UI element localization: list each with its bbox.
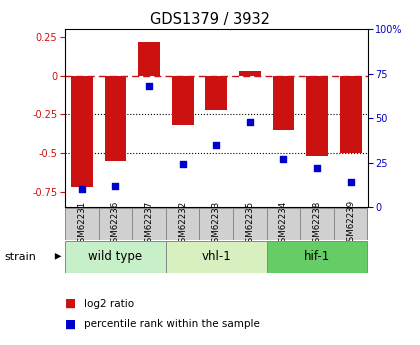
Bar (65, 208, 99, 240)
Bar (166, 208, 200, 240)
Bar (132, 208, 166, 240)
Bar (340, 76, 362, 153)
Text: GSM62235: GSM62235 (245, 200, 255, 247)
Text: wild type: wild type (89, 250, 142, 263)
Bar (300, 208, 334, 240)
Bar (105, 76, 126, 161)
Text: GSM62234: GSM62234 (279, 200, 288, 247)
Text: hif-1: hif-1 (304, 250, 330, 263)
Text: ■: ■ (65, 318, 76, 331)
Text: percentile rank within the sample: percentile rank within the sample (84, 319, 260, 329)
Bar (334, 208, 368, 240)
Point (146, 83, 152, 89)
Point (314, 165, 320, 171)
Point (280, 156, 287, 162)
Text: log2 ratio: log2 ratio (84, 299, 134, 308)
Text: GDS1379 / 3932: GDS1379 / 3932 (150, 12, 270, 27)
Bar (306, 76, 328, 156)
Bar (166, 241, 267, 273)
Point (347, 179, 354, 185)
Point (213, 142, 220, 148)
Bar (239, 71, 261, 76)
Text: GSM62236: GSM62236 (111, 200, 120, 247)
Text: GSM62239: GSM62239 (346, 200, 355, 247)
Bar (205, 76, 227, 110)
Bar (233, 208, 267, 240)
Text: vhl-1: vhl-1 (202, 250, 231, 263)
Bar (138, 42, 160, 76)
Point (179, 161, 186, 167)
Bar (71, 76, 93, 187)
Text: strain: strain (4, 252, 36, 262)
Text: ■: ■ (65, 297, 76, 310)
Bar (172, 76, 194, 125)
Bar (267, 208, 300, 240)
Text: GSM62233: GSM62233 (212, 200, 221, 247)
Bar (99, 208, 132, 240)
Text: GSM62237: GSM62237 (144, 200, 154, 247)
Bar (273, 76, 294, 130)
Text: GSM62232: GSM62232 (178, 200, 187, 247)
Bar (200, 208, 233, 240)
Point (79, 186, 85, 192)
Point (112, 183, 119, 188)
Point (247, 119, 253, 125)
Bar (267, 241, 368, 273)
Text: GSM62238: GSM62238 (312, 200, 322, 247)
Text: GSM62231: GSM62231 (77, 200, 87, 247)
Bar (65, 241, 166, 273)
